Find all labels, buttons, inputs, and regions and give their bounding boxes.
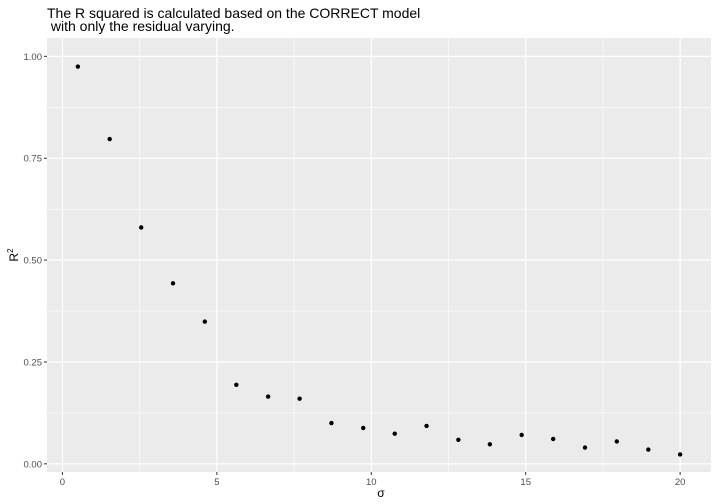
data-point: [75, 64, 81, 69]
data-point: [329, 420, 334, 426]
x-tick-label: 15: [520, 477, 531, 488]
data-point: [677, 452, 683, 457]
x-tick-label: 20: [675, 477, 686, 488]
y-axis-label-group: R2: [6, 248, 21, 262]
x-axis-label: σ: [377, 486, 385, 500]
grid-lines: [47, 38, 711, 472]
data-point: [234, 382, 239, 387]
y-axis-label: R2: [6, 248, 21, 262]
y-tick-label: 0.00: [24, 459, 43, 470]
x-tick-label: 5: [214, 477, 219, 488]
y-axis-label-superscript: 2: [6, 248, 15, 253]
chart-title-line-1: The R squared is calculated based on the…: [47, 5, 420, 21]
x-tick-label: 0: [60, 477, 65, 488]
plot-panel: [47, 38, 711, 472]
chart-title-line-2: with only the residual varying.: [47, 18, 235, 34]
data-point: [519, 432, 524, 438]
data-point: [265, 394, 271, 399]
data-point: [392, 431, 397, 436]
y-tick-label: 0.75: [24, 154, 43, 165]
y-tick-label: 0.50: [24, 256, 43, 267]
data-point: [550, 436, 556, 442]
data-point: [424, 423, 429, 429]
data-point: [107, 136, 112, 142]
data-point: [614, 439, 620, 444]
x-tick-label: 10: [366, 477, 377, 488]
data-point: [456, 437, 461, 443]
data-points: [75, 64, 683, 457]
data-point: [582, 445, 588, 450]
data-point: [138, 225, 144, 230]
data-point: [202, 319, 208, 324]
y-axis-label-main: R: [7, 253, 21, 262]
data-point: [487, 442, 493, 447]
y-tick-label: 0.25: [24, 357, 43, 368]
axis-ticks: 0 5 10 15 20 0.00 0.25 0.50 0.75 1.00: [24, 52, 686, 488]
y-tick-label: 1.00: [24, 52, 43, 63]
data-point: [297, 396, 302, 401]
data-point: [170, 281, 176, 286]
data-point: [646, 447, 651, 452]
data-point: [361, 425, 366, 431]
